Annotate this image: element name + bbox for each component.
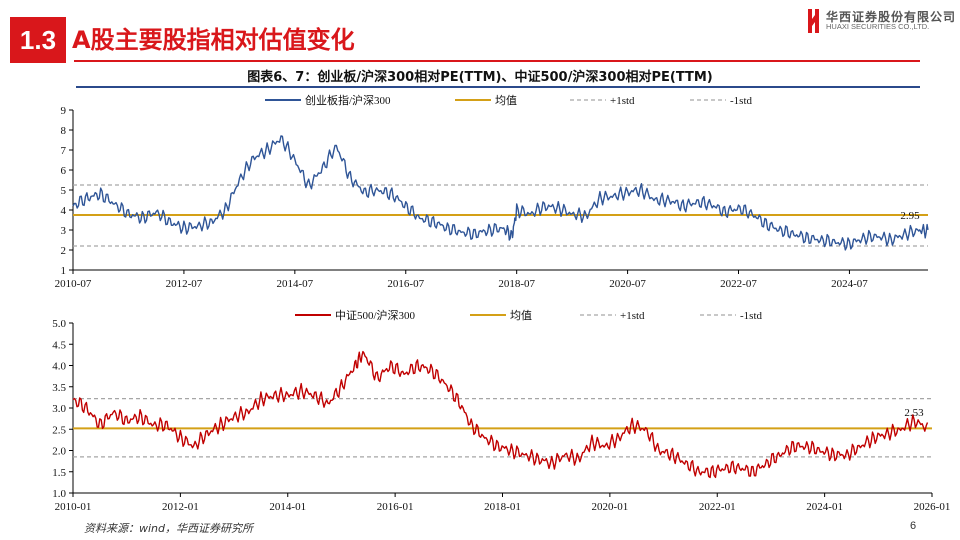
chart1-x-tick-label: 2012-07 <box>166 278 203 290</box>
chart2-x-tick-label: 2010-01 <box>55 501 92 513</box>
chart2-y-tick-label: 3.0 <box>52 403 66 415</box>
chart2-legend-label: +1std <box>620 310 645 322</box>
chart2-x-tick-label: 2020-01 <box>592 501 629 513</box>
chart2: 1.0 1.5 2.0 2.5 3.0 3.5 4.0 4.5 5.0 2010-01 2012-0… <box>52 308 950 513</box>
chart1-legend-label: 创业板指/沪深300 <box>305 93 391 107</box>
chart2-x-tick-label: 2018-01 <box>484 501 521 513</box>
chart2-series-line <box>72 350 929 479</box>
chart2-x-tick-label: 2022-01 <box>699 501 736 513</box>
chart1-x-tick-label: 2016-07 <box>387 278 424 290</box>
page-number: 6 <box>910 520 917 532</box>
chart1: 1 2 3 4 5 6 7 8 9 2010-07 2012-07 2014-07 2016-07 201… <box>55 93 929 290</box>
chart1-legend-label: 均值 <box>495 94 517 107</box>
chart2-x-tick-label: 2026-01 <box>914 501 951 513</box>
chart1-y-tick-label: 6 <box>61 165 67 177</box>
chart2-x-tick-label: 2024-01 <box>806 501 843 513</box>
chart1-x-tick-label: 2010-07 <box>55 278 92 290</box>
chart1-last-value-label: 2.95 <box>900 210 920 222</box>
chart2-x-tick-label: 2016-01 <box>377 501 414 513</box>
chart2-y-tick-label: 3.5 <box>52 382 66 394</box>
chart2-y-tick-label: 2.0 <box>52 446 66 458</box>
figure-title: 图表6、7：创业板/沪深300相对PE(TTM)、中证500/沪深300相对PE… <box>247 70 713 85</box>
chart1-x-tick-label: 2014-07 <box>277 278 314 290</box>
chart1-y-tick-label: 2 <box>61 245 67 257</box>
chart1-series-line <box>72 135 929 251</box>
chart1-y-tick-label: 8 <box>61 125 67 137</box>
chart2-x-tick-label: 2014-01 <box>269 501 306 513</box>
chart1-y-tick-label: 3 <box>61 225 67 237</box>
logo-chinese-name: 华西证券股份有限公司 <box>826 10 957 24</box>
chart1-y-tick-label: 5 <box>61 185 67 197</box>
huaxi-logo-icon <box>808 9 819 33</box>
chart2-legend-label: -1std <box>740 310 763 322</box>
chart1-x-tick-label: 2020-07 <box>609 278 646 290</box>
chart1-legend-label: +1std <box>610 95 635 107</box>
chart2-y-tick-label: 4.0 <box>52 361 66 373</box>
chart2-y-tick-label: 2.5 <box>52 424 66 436</box>
chart1-y-tick-label: 4 <box>61 205 67 217</box>
section-number-badge: 1.3 <box>10 17 66 63</box>
section-title: A股主要股指相对估值变化 <box>72 26 355 54</box>
chart2-x-tick-label: 2012-01 <box>162 501 199 513</box>
chart2-y-tick-label: 1.0 <box>52 488 66 500</box>
chart1-y-tick-label: 1 <box>61 265 67 277</box>
chart2-legend-label: 中证500/沪深300 <box>335 308 416 322</box>
chart2-legend-label: 均值 <box>510 309 532 322</box>
chart1-x-tick-label: 2018-07 <box>498 278 535 290</box>
logo-english-name: HUAXI SECURITIES CO.,LTD. <box>826 22 930 31</box>
chart2-y-tick-label: 1.5 <box>52 467 66 479</box>
chart1-x-tick-label: 2022-07 <box>720 278 757 290</box>
chart2-last-value-label: 2.53 <box>904 407 924 419</box>
header-divider <box>74 60 920 62</box>
source-note: 资料来源：wind，华西证券研究所 <box>84 522 254 535</box>
figure-title-divider <box>76 86 920 88</box>
chart1-legend-label: -1std <box>730 95 753 107</box>
chart1-x-tick-label: 2024-07 <box>831 278 868 290</box>
chart1-y-tick-label: 9 <box>61 105 67 117</box>
chart2-y-tick-label: 4.5 <box>52 339 66 351</box>
chart2-y-tick-label: 5.0 <box>52 318 66 330</box>
chart1-y-tick-label: 7 <box>61 145 67 157</box>
